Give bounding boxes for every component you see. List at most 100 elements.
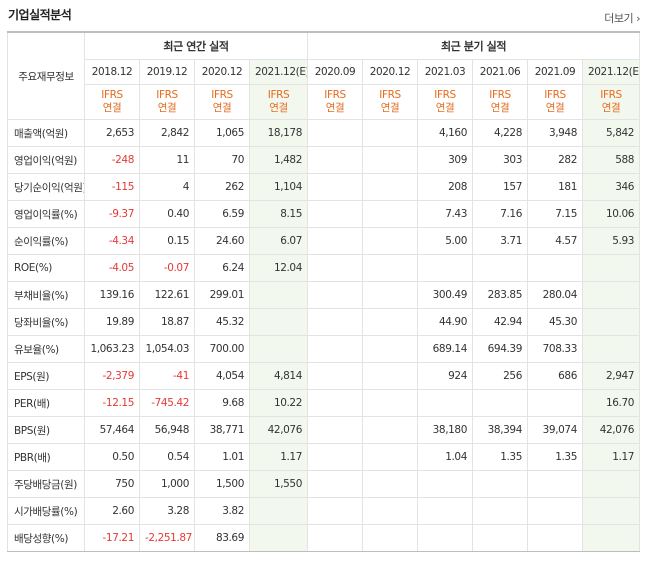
table-cell: 18,178 xyxy=(249,119,308,147)
table-cell: 5.00 xyxy=(417,227,473,255)
table-cell xyxy=(581,470,641,498)
table-cell: -2,379 xyxy=(84,362,140,390)
period-header: 2021.12(E) xyxy=(581,59,641,85)
ifrs-label: IFRS xyxy=(600,89,622,101)
table-cell xyxy=(362,497,418,525)
table-cell: 7.15 xyxy=(527,200,583,228)
row-label: 주당배당금(원) xyxy=(7,470,85,498)
table-cell: -4.05 xyxy=(84,254,140,282)
ifrs-label: IFRS xyxy=(434,89,456,101)
table-cell: 7.43 xyxy=(417,200,473,228)
chevron-right-icon[interactable]: › xyxy=(636,12,640,25)
table-cell: 1,054.03 xyxy=(139,335,195,363)
table-cell: 924 xyxy=(417,362,473,390)
table-cell xyxy=(249,335,308,363)
table-cell: 24.60 xyxy=(194,227,250,255)
table-cell: 2,653 xyxy=(84,119,140,147)
table-cell xyxy=(581,497,641,525)
ifrs-label: IFRS xyxy=(267,89,290,101)
table-cell xyxy=(472,389,528,417)
ifrs-badge: IFRS 연결 xyxy=(581,84,641,120)
ifrs-badge: IFRS 연결 xyxy=(139,84,195,120)
table-cell: 7.16 xyxy=(472,200,528,228)
table-cell xyxy=(527,254,583,282)
table-cell: 3.71 xyxy=(472,227,528,255)
table-cell xyxy=(307,389,363,417)
table-cell: 16.70 xyxy=(581,389,641,417)
table-cell: 346 xyxy=(581,173,641,201)
table-cell: 750 xyxy=(84,470,140,498)
table-row: ROE(%) -4.05 -0.07 6.24 12.04 xyxy=(7,254,641,282)
table-cell: 1,063.23 xyxy=(84,335,140,363)
table-cell xyxy=(307,119,363,147)
table-cell: 2.60 xyxy=(84,497,140,525)
table-cell: 283.85 xyxy=(472,281,528,309)
more-label[interactable]: 더보기 xyxy=(604,12,634,25)
table-cell: -4.34 xyxy=(84,227,140,255)
table-cell: 694.39 xyxy=(472,335,528,363)
table-cell: 42,076 xyxy=(249,416,308,444)
table-cell: 1,550 xyxy=(249,470,308,498)
ifrs-label: IFRS xyxy=(489,89,511,101)
table-cell: 38,394 xyxy=(472,416,528,444)
table-cell: 280.04 xyxy=(527,281,583,309)
row-label: EPS(원) xyxy=(7,362,85,390)
financial-table: 주요재무정보 최근 연간 실적 최근 분기 실적 2018.12 2019.12 2… xyxy=(7,31,641,552)
more-link[interactable]: 더보기 › xyxy=(604,10,640,26)
table-cell: 256 xyxy=(472,362,528,390)
consolidated-label: 연결 xyxy=(380,102,400,114)
table-cell xyxy=(307,281,363,309)
ifrs-badge: IFRS 연결 xyxy=(472,84,528,120)
table-cell: 1,000 xyxy=(139,470,195,498)
ifrs-badge: IFRS 연결 xyxy=(527,84,583,120)
table-cell: 1.17 xyxy=(581,443,641,471)
table-cell: 2,947 xyxy=(581,362,641,390)
table-cell xyxy=(417,524,473,552)
table-row: EPS(원) -2,379 -41 4,054 4,814 924 256 686 2,947 xyxy=(7,362,641,390)
table-cell xyxy=(362,173,418,201)
table-cell xyxy=(362,227,418,255)
table-cell: 300.49 xyxy=(417,281,473,309)
table-cell xyxy=(249,524,308,552)
table-cell: 1,104 xyxy=(249,173,308,201)
table-cell: 42.94 xyxy=(472,308,528,336)
table-cell: 1,482 xyxy=(249,146,308,174)
consolidated-label: 연결 xyxy=(601,102,621,114)
table-row: BPS(원) 57,464 56,948 38,771 42,076 38,180 38,3… xyxy=(7,416,641,444)
table-cell: 0.54 xyxy=(139,443,195,471)
table-cell: 588 xyxy=(581,146,641,174)
table-cell xyxy=(249,281,308,309)
table-cell: 5,842 xyxy=(581,119,641,147)
row-label: PER(배) xyxy=(7,389,85,417)
table-cell: -745.42 xyxy=(139,389,195,417)
table-cell xyxy=(362,389,418,417)
table-cell xyxy=(527,470,583,498)
table-cell: 56,948 xyxy=(139,416,195,444)
table-cell xyxy=(362,281,418,309)
table-cell xyxy=(307,443,363,471)
table-row: PER(배) -12.15 -745.42 9.68 10.22 16.70 xyxy=(7,389,641,417)
ifrs-badge: IFRS 연결 xyxy=(362,84,418,120)
table-cell: 18.87 xyxy=(139,308,195,336)
table-cell: 11 xyxy=(139,146,195,174)
row-label: 시가배당률(%) xyxy=(7,497,85,525)
table-cell xyxy=(362,470,418,498)
table-cell: 0.40 xyxy=(139,200,195,228)
table-cell: -41 xyxy=(139,362,195,390)
table-cell: 70 xyxy=(194,146,250,174)
consolidated-label: 연결 xyxy=(545,102,565,114)
table-cell: -2,251.87 xyxy=(139,524,195,552)
period-header: 2020.09 xyxy=(307,59,363,85)
table-cell: 10.06 xyxy=(581,200,641,228)
consolidated-label: 연결 xyxy=(325,102,345,114)
table-cell: 299.01 xyxy=(194,281,250,309)
ifrs-label: IFRS xyxy=(101,89,123,101)
table-row: 배당성향(%) -17.21 -2,251.87 83.69 xyxy=(7,524,641,552)
ifrs-badge: IFRS 연결 xyxy=(307,84,363,120)
table-cell: 3,948 xyxy=(527,119,583,147)
table-cell: 9.68 xyxy=(194,389,250,417)
table-cell: -9.37 xyxy=(84,200,140,228)
table-cell xyxy=(362,524,418,552)
table-cell xyxy=(417,254,473,282)
